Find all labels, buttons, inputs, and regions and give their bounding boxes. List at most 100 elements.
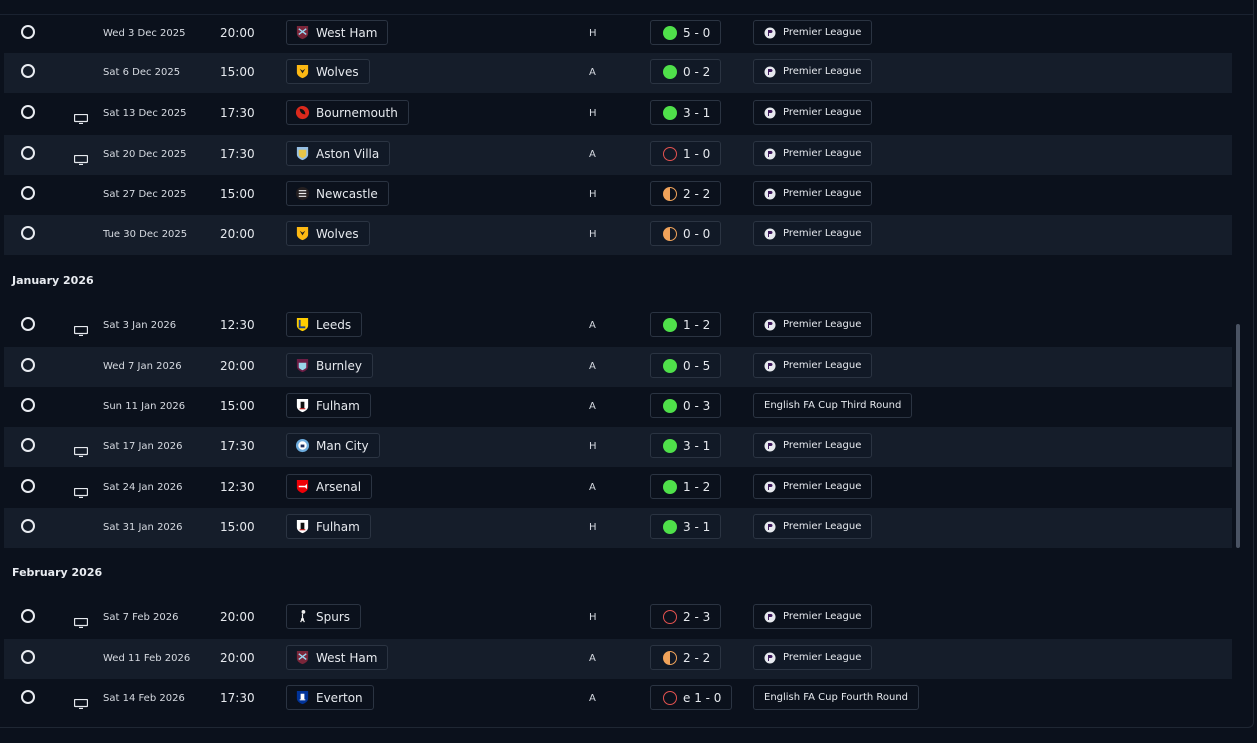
opponent-button[interactable]: West Ham — [286, 645, 389, 670]
select-radio[interactable] — [21, 25, 35, 39]
scrollbar-thumb[interactable] — [1236, 324, 1240, 548]
competition-button[interactable]: Premier League — [753, 181, 873, 206]
fixture-row[interactable]: Sat 7 Feb 2026 20:00 Spurs H 2 - 3 Premier Le… — [4, 598, 1232, 638]
competition-button[interactable]: Premier League — [753, 221, 873, 246]
man-city-crest-icon — [295, 438, 310, 453]
fixture-date: Sat 3 Jan 2026 — [103, 320, 177, 331]
fixture-row[interactable]: Sat 3 Jan 2026 12:30 Leeds A 1 - 2 Premier Le… — [4, 306, 1232, 346]
select-radio[interactable] — [21, 398, 35, 412]
opponent-button[interactable]: Aston Villa — [286, 141, 391, 166]
select-radio[interactable] — [21, 438, 35, 452]
result-button[interactable]: 3 - 1 — [650, 100, 722, 125]
result-button[interactable]: 0 - 5 — [650, 353, 722, 378]
competition-button[interactable]: Premier League — [753, 604, 873, 629]
opponent-button[interactable]: Leeds — [286, 312, 363, 337]
fixture-row[interactable]: Sun 11 Jan 2026 15:00 Fulham A 0 - 3 English … — [4, 387, 1232, 427]
opponent-button[interactable]: West Ham — [286, 20, 389, 45]
fixture-row[interactable]: Sat 13 Dec 2025 17:30 Bournemouth H 3 - 1 Pre… — [4, 94, 1232, 134]
win-indicator-icon — [663, 64, 677, 79]
select-radio[interactable] — [21, 146, 35, 160]
result-button[interactable]: 3 - 1 — [650, 433, 722, 458]
competition-button[interactable]: Premier League — [753, 100, 873, 125]
opponent-name: Man City — [316, 438, 369, 453]
premier-league-icon — [764, 27, 776, 39]
fixture-date: Sat 24 Jan 2026 — [103, 482, 183, 493]
opponent-button[interactable]: Fulham — [286, 514, 371, 539]
venue: A — [589, 653, 596, 664]
fixture-row[interactable]: Wed 3 Dec 2025 20:00 West Ham H 5 - 0 Premier… — [4, 14, 1232, 54]
competition-button[interactable]: Premier League — [753, 474, 873, 499]
result-button[interactable]: 2 - 2 — [650, 645, 722, 670]
opponent-button[interactable]: Everton — [286, 685, 374, 710]
select-radio[interactable] — [21, 609, 35, 623]
fixture-row[interactable]: Sat 20 Dec 2025 17:30 Aston Villa A 1 - 0 Pre… — [4, 135, 1232, 175]
fixture-row[interactable]: Wed 11 Feb 2026 20:00 West Ham A 2 - 2 Premie… — [4, 639, 1232, 679]
competition-name: Premier League — [783, 188, 862, 199]
opponent-button[interactable]: Spurs — [286, 604, 362, 629]
select-radio[interactable] — [21, 317, 35, 331]
fulham-crest-icon — [295, 398, 310, 413]
fixture-row[interactable]: Sat 27 Dec 2025 15:00 Newcastle H 2 - 2 Premi… — [4, 175, 1232, 215]
competition-button[interactable]: Premier League — [753, 514, 873, 539]
tv-icon — [73, 442, 89, 458]
opponent-name: Newcastle — [316, 186, 378, 201]
fixture-date: Sat 20 Dec 2025 — [103, 149, 187, 160]
result-button[interactable]: 3 - 1 — [650, 514, 722, 539]
result-button[interactable]: 2 - 3 — [650, 604, 722, 629]
opponent-button[interactable]: Newcastle — [286, 181, 389, 206]
result-button[interactable]: 1 - 0 — [650, 141, 722, 166]
competition-button[interactable]: English FA Cup Third Round — [753, 393, 913, 418]
fixture-row[interactable]: Sat 6 Dec 2025 15:00 Wolves A 0 - 2 Premier L… — [4, 53, 1232, 93]
competition-name: Premier League — [783, 360, 862, 371]
competition-button[interactable]: Premier League — [753, 353, 873, 378]
competition-button[interactable]: Premier League — [753, 141, 873, 166]
result-button[interactable]: 0 - 2 — [650, 59, 722, 84]
competition-button[interactable]: English FA Cup Fourth Round — [753, 685, 920, 710]
result-button[interactable]: 0 - 0 — [650, 221, 722, 246]
fixture-row[interactable]: Sat 17 Jan 2026 17:30 Man City H 3 - 1 Premie… — [4, 427, 1232, 467]
select-radio[interactable] — [21, 519, 35, 533]
result-button[interactable]: 2 - 2 — [650, 181, 722, 206]
fixture-date: Wed 3 Dec 2025 — [103, 28, 186, 39]
select-radio[interactable] — [21, 226, 35, 240]
competition-button[interactable]: Premier League — [753, 20, 873, 45]
competition-button[interactable]: Premier League — [753, 645, 873, 670]
premier-league-icon — [764, 66, 776, 78]
opponent-button[interactable]: Man City — [286, 433, 380, 458]
competition-button[interactable]: Premier League — [753, 312, 873, 337]
opponent-button[interactable]: Wolves — [286, 221, 370, 246]
select-radio[interactable] — [21, 186, 35, 200]
fixture-row[interactable]: Wed 7 Jan 2026 20:00 Burnley A 0 - 5 Premier … — [4, 347, 1232, 387]
fixture-row[interactable]: Sat 24 Jan 2026 12:30 Arsenal A 1 - 2 Premier… — [4, 468, 1232, 508]
venue: H — [589, 441, 597, 452]
win-indicator-icon — [663, 398, 677, 413]
venue: H — [589, 612, 597, 623]
result-button[interactable]: 1 - 2 — [650, 312, 722, 337]
opponent-button[interactable]: Wolves — [286, 59, 370, 84]
result-button[interactable]: 1 - 2 — [650, 474, 722, 499]
competition-name: Premier League — [783, 611, 862, 622]
select-radio[interactable] — [21, 650, 35, 664]
fixture-row[interactable]: Sat 31 Jan 2026 15:00 Fulham H 3 - 1 Premier … — [4, 508, 1232, 548]
competition-name: Premier League — [783, 652, 862, 663]
result-button[interactable]: e 1 - 0 — [650, 685, 733, 710]
fixture-row[interactable]: Tue 30 Dec 2025 20:00 Wolves H 0 - 0 Premier … — [4, 215, 1232, 255]
result-button[interactable]: 0 - 3 — [650, 393, 722, 418]
select-radio[interactable] — [21, 479, 35, 493]
competition-button[interactable]: Premier League — [753, 433, 873, 458]
opponent-name: Aston Villa — [316, 146, 380, 161]
opponent-button[interactable]: Fulham — [286, 393, 371, 418]
select-radio[interactable] — [21, 690, 35, 704]
opponent-button[interactable]: Arsenal — [286, 474, 373, 499]
competition-button[interactable]: Premier League — [753, 59, 873, 84]
opponent-button[interactable]: Burnley — [286, 353, 373, 378]
draw-indicator-icon — [663, 186, 677, 201]
result-button[interactable]: 5 - 0 — [650, 20, 722, 45]
select-radio[interactable] — [21, 358, 35, 372]
select-radio[interactable] — [21, 64, 35, 78]
fixture-date: Sat 17 Jan 2026 — [103, 441, 183, 452]
opponent-button[interactable]: Bournemouth — [286, 100, 409, 125]
select-radio[interactable] — [21, 105, 35, 119]
premier-league-icon — [764, 481, 776, 493]
